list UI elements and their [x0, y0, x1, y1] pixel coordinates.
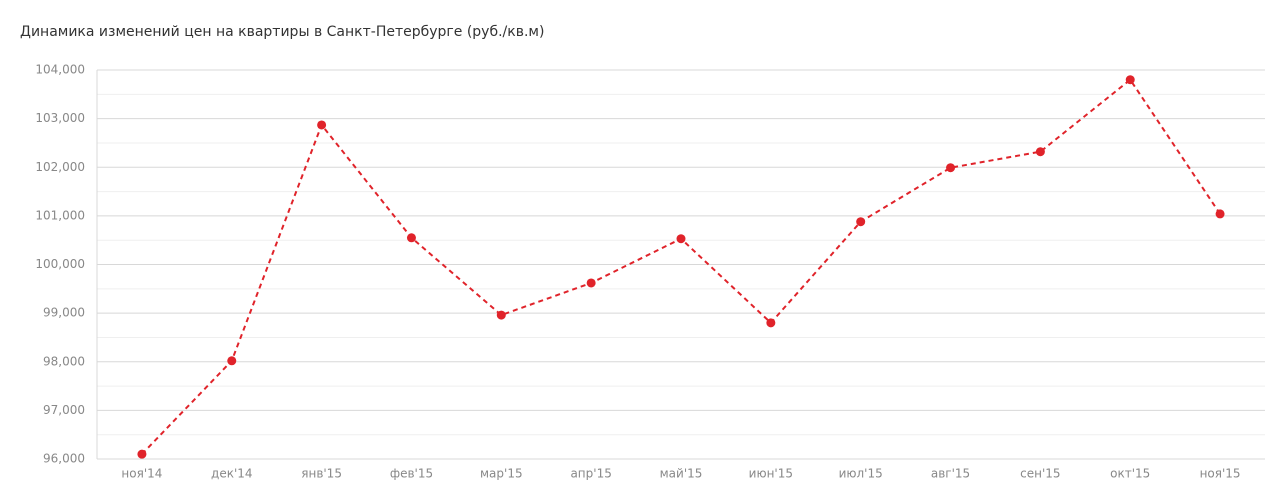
data-point: [766, 318, 776, 328]
chart-title: Динамика изменений цен на квартиры в Сан…: [20, 24, 544, 40]
x-tick-label: янв'15: [301, 467, 342, 481]
x-tick-label: авг'15: [931, 467, 970, 481]
x-tick-label: ноя'15: [1200, 467, 1241, 481]
y-tick-label: 104,000: [35, 63, 85, 77]
x-tick-label: окт'15: [1110, 467, 1150, 481]
data-point: [676, 234, 686, 244]
x-tick-label: мар'15: [480, 467, 523, 481]
data-point: [1215, 209, 1225, 219]
x-tick-label: фев'15: [390, 467, 433, 481]
x-tick-label: июл'15: [839, 467, 883, 481]
data-line: [141, 78, 1221, 455]
y-tick-label: 102,000: [35, 160, 85, 174]
data-point: [317, 120, 327, 130]
x-tick-label: июн'15: [749, 467, 793, 481]
data-point: [1035, 147, 1045, 157]
x-tick-label: май'15: [660, 467, 703, 481]
data-point: [137, 449, 147, 459]
y-tick-label: 103,000: [35, 111, 85, 125]
x-tick-label: апр'15: [570, 467, 611, 481]
data-point: [496, 310, 506, 320]
x-tick-label: ноя'14: [121, 467, 162, 481]
data-point: [586, 278, 596, 288]
y-tick-label: 100,000: [35, 257, 85, 271]
data-point: [856, 217, 866, 227]
data-point: [946, 163, 956, 173]
data-point: [406, 233, 416, 243]
y-tick-label: 101,000: [35, 208, 85, 222]
y-tick-label: 97,000: [43, 403, 85, 417]
y-tick-label: 98,000: [43, 354, 85, 368]
x-tick-label: сен'15: [1020, 467, 1060, 481]
x-tick-label: дек'14: [211, 467, 253, 481]
y-tick-label: 96,000: [43, 452, 85, 466]
data-point: [227, 356, 237, 366]
y-tick-label: 99,000: [43, 306, 85, 320]
data-point: [1125, 75, 1135, 85]
